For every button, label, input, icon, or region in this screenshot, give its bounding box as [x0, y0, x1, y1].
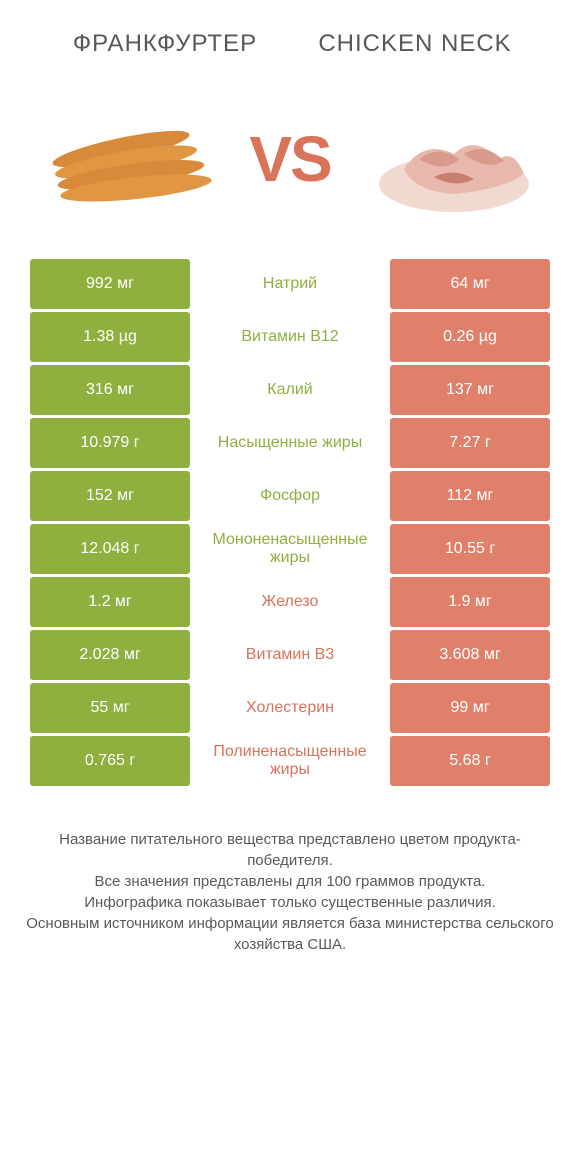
value-left: 12.048 г	[30, 524, 190, 574]
value-left: 2.028 мг	[30, 630, 190, 680]
header: Франкфуртер CHICKEN NECK	[0, 0, 580, 69]
table-row: 992 мгНатрий64 мг	[30, 259, 550, 309]
table-row: 10.979 гНасыщенные жиры7.27 г	[30, 418, 550, 468]
value-left: 55 мг	[30, 683, 190, 733]
footer-line-1: Название питательного вещества представл…	[20, 829, 560, 871]
vs-label: VS	[249, 122, 330, 196]
table-row: 316 мгКалий137 мг	[30, 365, 550, 415]
value-right: 64 мг	[390, 259, 550, 309]
nutrient-label: Железо	[190, 577, 390, 627]
nutrient-label: Насыщенные жиры	[190, 418, 390, 468]
footer-line-2: Все значения представлены для 100 граммо…	[20, 871, 560, 892]
value-right: 10.55 г	[390, 524, 550, 574]
nutrient-label: Холестерин	[190, 683, 390, 733]
value-left: 0.765 г	[30, 736, 190, 786]
value-right: 7.27 г	[390, 418, 550, 468]
table-row: 2.028 мгВитамин B33.608 мг	[30, 630, 550, 680]
nutrient-label: Полиненасыщенные жиры	[190, 736, 390, 786]
nutrient-label: Калий	[190, 365, 390, 415]
value-right: 137 мг	[390, 365, 550, 415]
product-image-left	[36, 99, 216, 219]
value-right: 1.9 мг	[390, 577, 550, 627]
value-left: 1.2 мг	[30, 577, 190, 627]
nutrient-label: Фосфор	[190, 471, 390, 521]
table-row: 12.048 гМононенасыщенные жиры10.55 г	[30, 524, 550, 574]
chicken-neck-icon	[364, 99, 544, 219]
value-right: 112 мг	[390, 471, 550, 521]
value-left: 152 мг	[30, 471, 190, 521]
nutrient-label: Мононенасыщенные жиры	[190, 524, 390, 574]
table-row: 152 мгФосфор112 мг	[30, 471, 550, 521]
value-right: 3.608 мг	[390, 630, 550, 680]
nutrient-label: Витамин B12	[190, 312, 390, 362]
value-left: 992 мг	[30, 259, 190, 309]
value-left: 1.38 µg	[30, 312, 190, 362]
value-right: 5.68 г	[390, 736, 550, 786]
footer-notes: Название питательного вещества представл…	[0, 789, 580, 975]
table-row: 0.765 гПолиненасыщенные жиры5.68 г	[30, 736, 550, 786]
product-title-left: Франкфуртер	[40, 30, 290, 58]
table-row: 55 мгХолестерин99 мг	[30, 683, 550, 733]
value-right: 0.26 µg	[390, 312, 550, 362]
value-right: 99 мг	[390, 683, 550, 733]
images-row: VS	[0, 69, 580, 259]
product-title-right: CHICKEN NECK	[290, 30, 540, 59]
table-row: 1.2 мгЖелезо1.9 мг	[30, 577, 550, 627]
footer-line-4: Основным источником информации является …	[20, 913, 560, 955]
comparison-table: 992 мгНатрий64 мг1.38 µgВитамин B120.26 …	[0, 259, 580, 786]
nutrient-label: Витамин B3	[190, 630, 390, 680]
value-left: 316 мг	[30, 365, 190, 415]
sausage-icon	[36, 99, 216, 219]
table-row: 1.38 µgВитамин B120.26 µg	[30, 312, 550, 362]
nutrient-label: Натрий	[190, 259, 390, 309]
value-left: 10.979 г	[30, 418, 190, 468]
footer-line-3: Инфографика показывает только существенн…	[20, 892, 560, 913]
product-image-right	[364, 99, 544, 219]
